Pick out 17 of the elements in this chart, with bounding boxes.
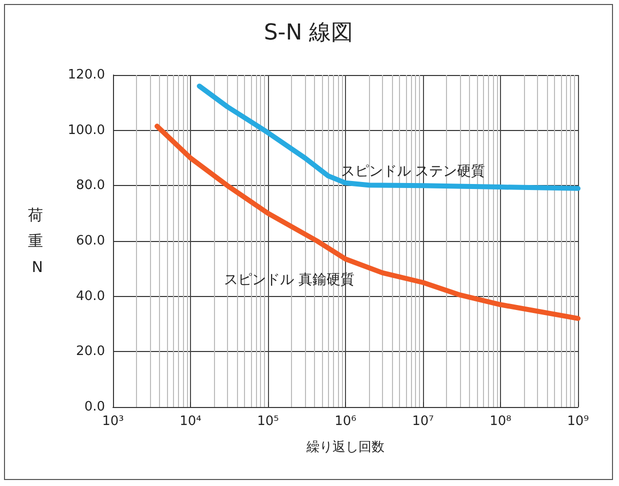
x-tick-label: 10⁹ — [567, 414, 589, 429]
y-tick-label: 80.0 — [76, 178, 105, 194]
x-tick-label: 10³ — [102, 414, 124, 429]
x-axis-title: 繰り返し回数 — [306, 440, 384, 455]
y-tick-label: 40.0 — [76, 288, 105, 304]
x-tick-label: 10⁵ — [257, 414, 279, 429]
y-axis-title: 荷重N — [28, 206, 43, 276]
x-tick-label: 10⁴ — [180, 414, 202, 429]
x-tick-label: 10⁶ — [334, 414, 356, 429]
y-tick-label: 120.0 — [68, 68, 105, 82]
chart-title: S-N 線図 — [264, 20, 354, 46]
y-tick-label: 20.0 — [76, 344, 105, 360]
y-tick-label: 0.0 — [84, 400, 105, 414]
y-tick-label: 100.0 — [68, 122, 105, 138]
x-tick-label: 10⁷ — [412, 414, 434, 429]
x-tick-label: 10⁸ — [490, 414, 512, 429]
y-tick-label: 60.0 — [76, 234, 105, 248]
